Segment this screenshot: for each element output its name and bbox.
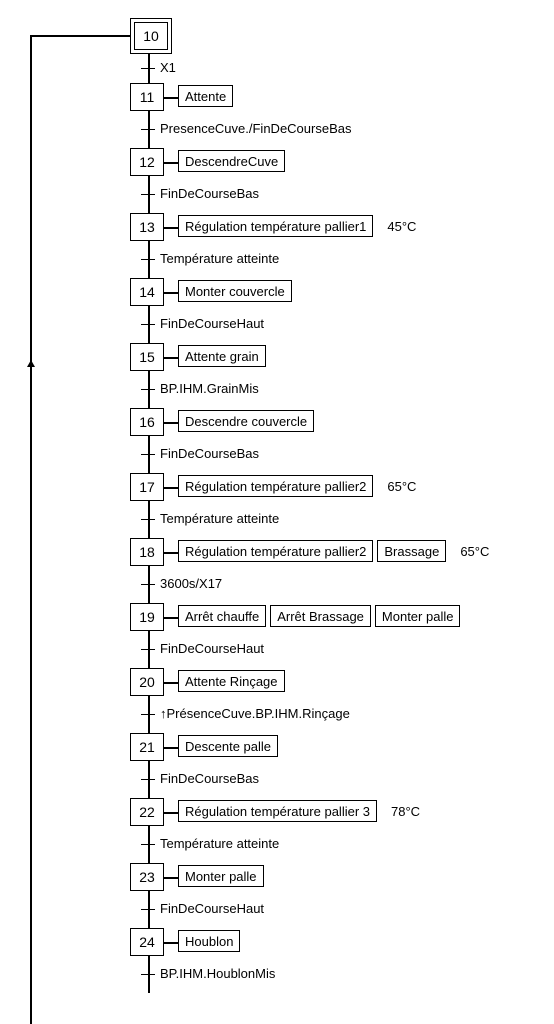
- transition-label: FinDeCourseBas: [160, 186, 259, 201]
- action-box: Régulation température pallier1: [178, 215, 373, 237]
- action-box: Régulation température pallier2: [178, 475, 373, 497]
- step-16: 16: [130, 408, 164, 436]
- action-row-step-24: Houblon: [178, 930, 240, 952]
- step-row-14: 14: [130, 278, 164, 306]
- step-note: 65°C: [387, 479, 416, 494]
- action-row-step-15: Attente grain: [178, 345, 266, 367]
- action-box: Attente grain: [178, 345, 266, 367]
- action-box: Régulation température pallier2: [178, 540, 373, 562]
- action-box: Attente: [178, 85, 233, 107]
- step-18: 18: [130, 538, 164, 566]
- step-11: 11: [130, 83, 164, 111]
- step-row-23: 23: [130, 863, 164, 891]
- transition-label: FinDeCourseBas: [160, 771, 259, 786]
- transition-label: BP.IHM.GrainMis: [160, 381, 259, 396]
- action-box: Brassage: [377, 540, 446, 562]
- grafcet-diagram: 10 X1 11 Attente PresenceCuve./FinDeCourseBa…: [0, 0, 554, 1024]
- action-row-step-16: Descendre couvercle: [178, 410, 314, 432]
- step-19: 19: [130, 603, 164, 631]
- step-note: 45°C: [387, 219, 416, 234]
- transition-label: FinDeCourseBas: [160, 446, 259, 461]
- action-row-step-13: Régulation température pallier1 45°C: [178, 215, 416, 237]
- action-box: Monter couvercle: [178, 280, 292, 302]
- step-row-11: 11: [130, 83, 164, 111]
- step-row-17: 17: [130, 473, 164, 501]
- step-17: 17: [130, 473, 164, 501]
- step-15: 15: [130, 343, 164, 371]
- step-row-15: 15: [130, 343, 164, 371]
- step-row-16: 16: [130, 408, 164, 436]
- action-row-step-18: Régulation température pallier2Brassage 6…: [178, 540, 489, 562]
- step-row-12: 12: [130, 148, 164, 176]
- step-row-10: 10: [130, 18, 172, 54]
- action-box: Arrêt chauffe: [178, 605, 266, 627]
- action-row-step-23: Monter palle: [178, 865, 264, 887]
- step-row-19: 19: [130, 603, 164, 631]
- transition-label: ↑PrésenceCuve.BP.IHM.Rinçage: [160, 706, 350, 721]
- step-row-18: 18: [130, 538, 164, 566]
- action-box: Monter palle: [178, 865, 264, 887]
- action-box: Houblon: [178, 930, 240, 952]
- action-box: Descendre couvercle: [178, 410, 314, 432]
- action-box: Arrêt Brassage: [270, 605, 371, 627]
- transition-label: FinDeCourseHaut: [160, 901, 264, 916]
- action-row-step-17: Régulation température pallier2 65°C: [178, 475, 416, 497]
- transition-label: 3600s/X17: [160, 576, 222, 591]
- action-row-step-11: Attente: [178, 85, 233, 107]
- step-row-20: 20: [130, 668, 164, 696]
- action-row-step-22: Régulation température pallier 3 78°C: [178, 800, 420, 822]
- transition-label: Température atteinte: [160, 511, 279, 526]
- step-row-21: 21: [130, 733, 164, 761]
- action-box: Régulation température pallier 3: [178, 800, 377, 822]
- action-row-step-14: Monter couvercle: [178, 280, 292, 302]
- step-note: 65°C: [460, 544, 489, 559]
- step-14: 14: [130, 278, 164, 306]
- step-12: 12: [130, 148, 164, 176]
- step-row-22: 22: [130, 798, 164, 826]
- step-23: 23: [130, 863, 164, 891]
- transition-label: FinDeCourseHaut: [160, 316, 264, 331]
- action-row-step-19: Arrêt chauffeArrêt BrassageMonter palle: [178, 605, 460, 627]
- step-24: 24: [130, 928, 164, 956]
- step-20: 20: [130, 668, 164, 696]
- transition-label: PresenceCuve./FinDeCourseBas: [160, 121, 351, 136]
- step-note: 78°C: [391, 804, 420, 819]
- step-21: 21: [130, 733, 164, 761]
- action-box: DescendreCuve: [178, 150, 285, 172]
- transition-label: Température atteinte: [160, 836, 279, 851]
- transition-label: BP.IHM.HoublonMis: [160, 966, 275, 981]
- step-22: 22: [130, 798, 164, 826]
- step-number: 10: [134, 22, 168, 50]
- transition-label: Température atteinte: [160, 251, 279, 266]
- action-row-step-20: Attente Rinçage: [178, 670, 285, 692]
- step-initial-10: 10: [130, 18, 172, 54]
- action-box: Descente palle: [178, 735, 278, 757]
- step-13: 13: [130, 213, 164, 241]
- action-row-step-12: DescendreCuve: [178, 150, 285, 172]
- action-box: Attente Rinçage: [178, 670, 285, 692]
- transition-label: FinDeCourseHaut: [160, 641, 264, 656]
- action-box: Monter palle: [375, 605, 461, 627]
- action-row-step-21: Descente palle: [178, 735, 278, 757]
- transition-label: X1: [160, 60, 176, 75]
- step-row-24: 24: [130, 928, 164, 956]
- step-row-13: 13: [130, 213, 164, 241]
